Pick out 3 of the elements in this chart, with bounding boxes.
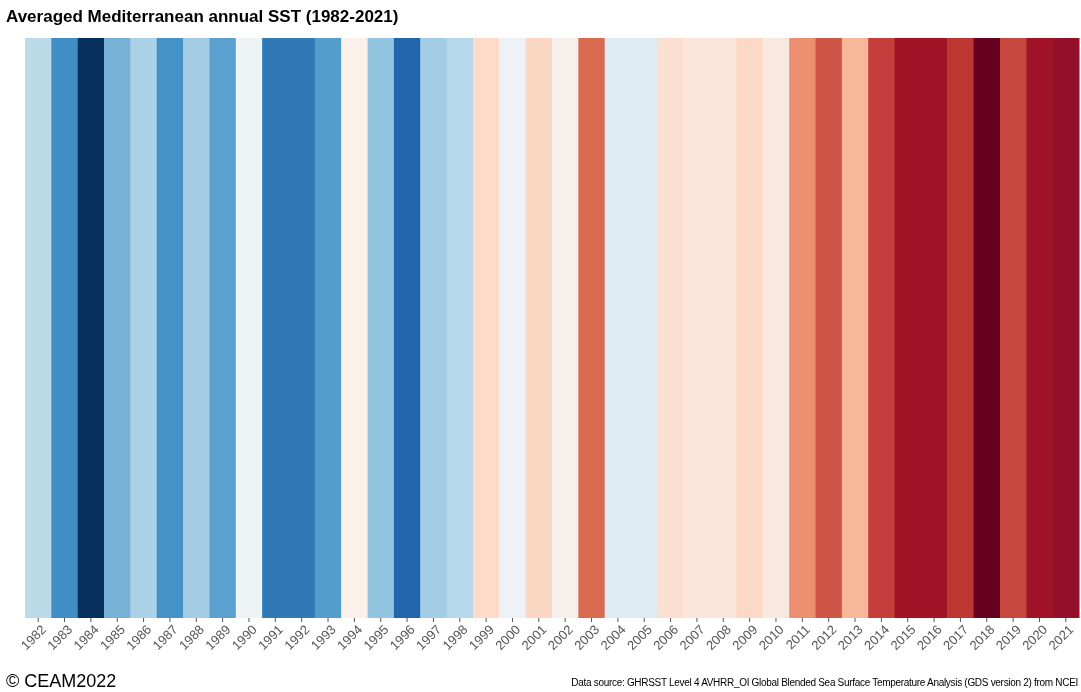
- text: © CEAM2022: [6, 671, 117, 691]
- source-note: Data source: GHRSST Level 4 AVHRR_OI Global Blended Sea Surface Temperature Analysis (GDS version 2) from NCEI: [571, 677, 1078, 688]
- chart-title: Averaged Mediterranean annual SST (1982-2021): [6, 7, 399, 26]
